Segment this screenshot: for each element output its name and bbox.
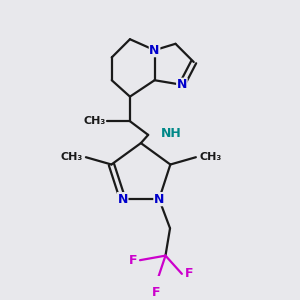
- Text: NH: NH: [161, 127, 182, 140]
- Text: CH₃: CH₃: [60, 152, 82, 162]
- Text: CH₃: CH₃: [83, 116, 105, 126]
- Text: CH₃: CH₃: [200, 152, 222, 162]
- Text: F: F: [152, 286, 160, 299]
- Text: F: F: [129, 254, 137, 267]
- Text: N: N: [154, 193, 164, 206]
- Text: F: F: [184, 267, 193, 280]
- Text: N: N: [177, 78, 187, 91]
- Text: N: N: [118, 193, 128, 206]
- Text: N: N: [149, 44, 160, 57]
